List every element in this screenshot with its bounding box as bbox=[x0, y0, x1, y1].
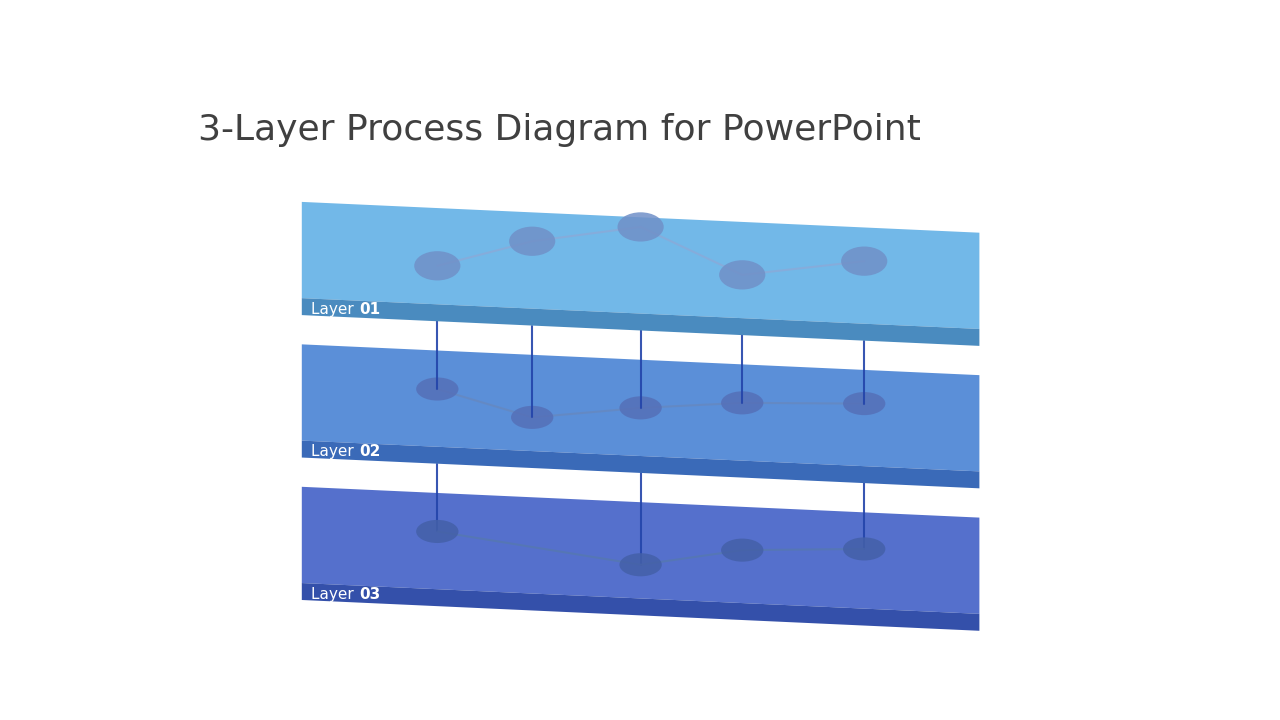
Polygon shape bbox=[302, 583, 979, 631]
Ellipse shape bbox=[416, 520, 458, 543]
Ellipse shape bbox=[620, 553, 662, 576]
Ellipse shape bbox=[844, 392, 886, 415]
Ellipse shape bbox=[620, 396, 662, 420]
Polygon shape bbox=[302, 202, 979, 329]
Ellipse shape bbox=[844, 537, 886, 560]
Ellipse shape bbox=[719, 260, 765, 289]
Ellipse shape bbox=[841, 246, 887, 276]
Ellipse shape bbox=[416, 377, 458, 400]
Text: 3-Layer Process Diagram for PowerPoint: 3-Layer Process Diagram for PowerPoint bbox=[198, 113, 920, 148]
Text: Layer: Layer bbox=[311, 302, 358, 317]
Polygon shape bbox=[302, 298, 979, 346]
Polygon shape bbox=[302, 487, 979, 614]
Text: Layer: Layer bbox=[311, 587, 358, 602]
Ellipse shape bbox=[415, 251, 461, 280]
Polygon shape bbox=[302, 441, 979, 488]
Ellipse shape bbox=[511, 406, 553, 429]
Text: Layer: Layer bbox=[311, 444, 358, 459]
Polygon shape bbox=[302, 344, 979, 472]
Text: 01: 01 bbox=[358, 302, 380, 317]
Text: 03: 03 bbox=[358, 587, 380, 602]
Text: 02: 02 bbox=[358, 444, 380, 459]
Ellipse shape bbox=[509, 227, 556, 256]
Ellipse shape bbox=[721, 539, 763, 562]
Ellipse shape bbox=[617, 212, 664, 241]
Ellipse shape bbox=[721, 391, 763, 415]
